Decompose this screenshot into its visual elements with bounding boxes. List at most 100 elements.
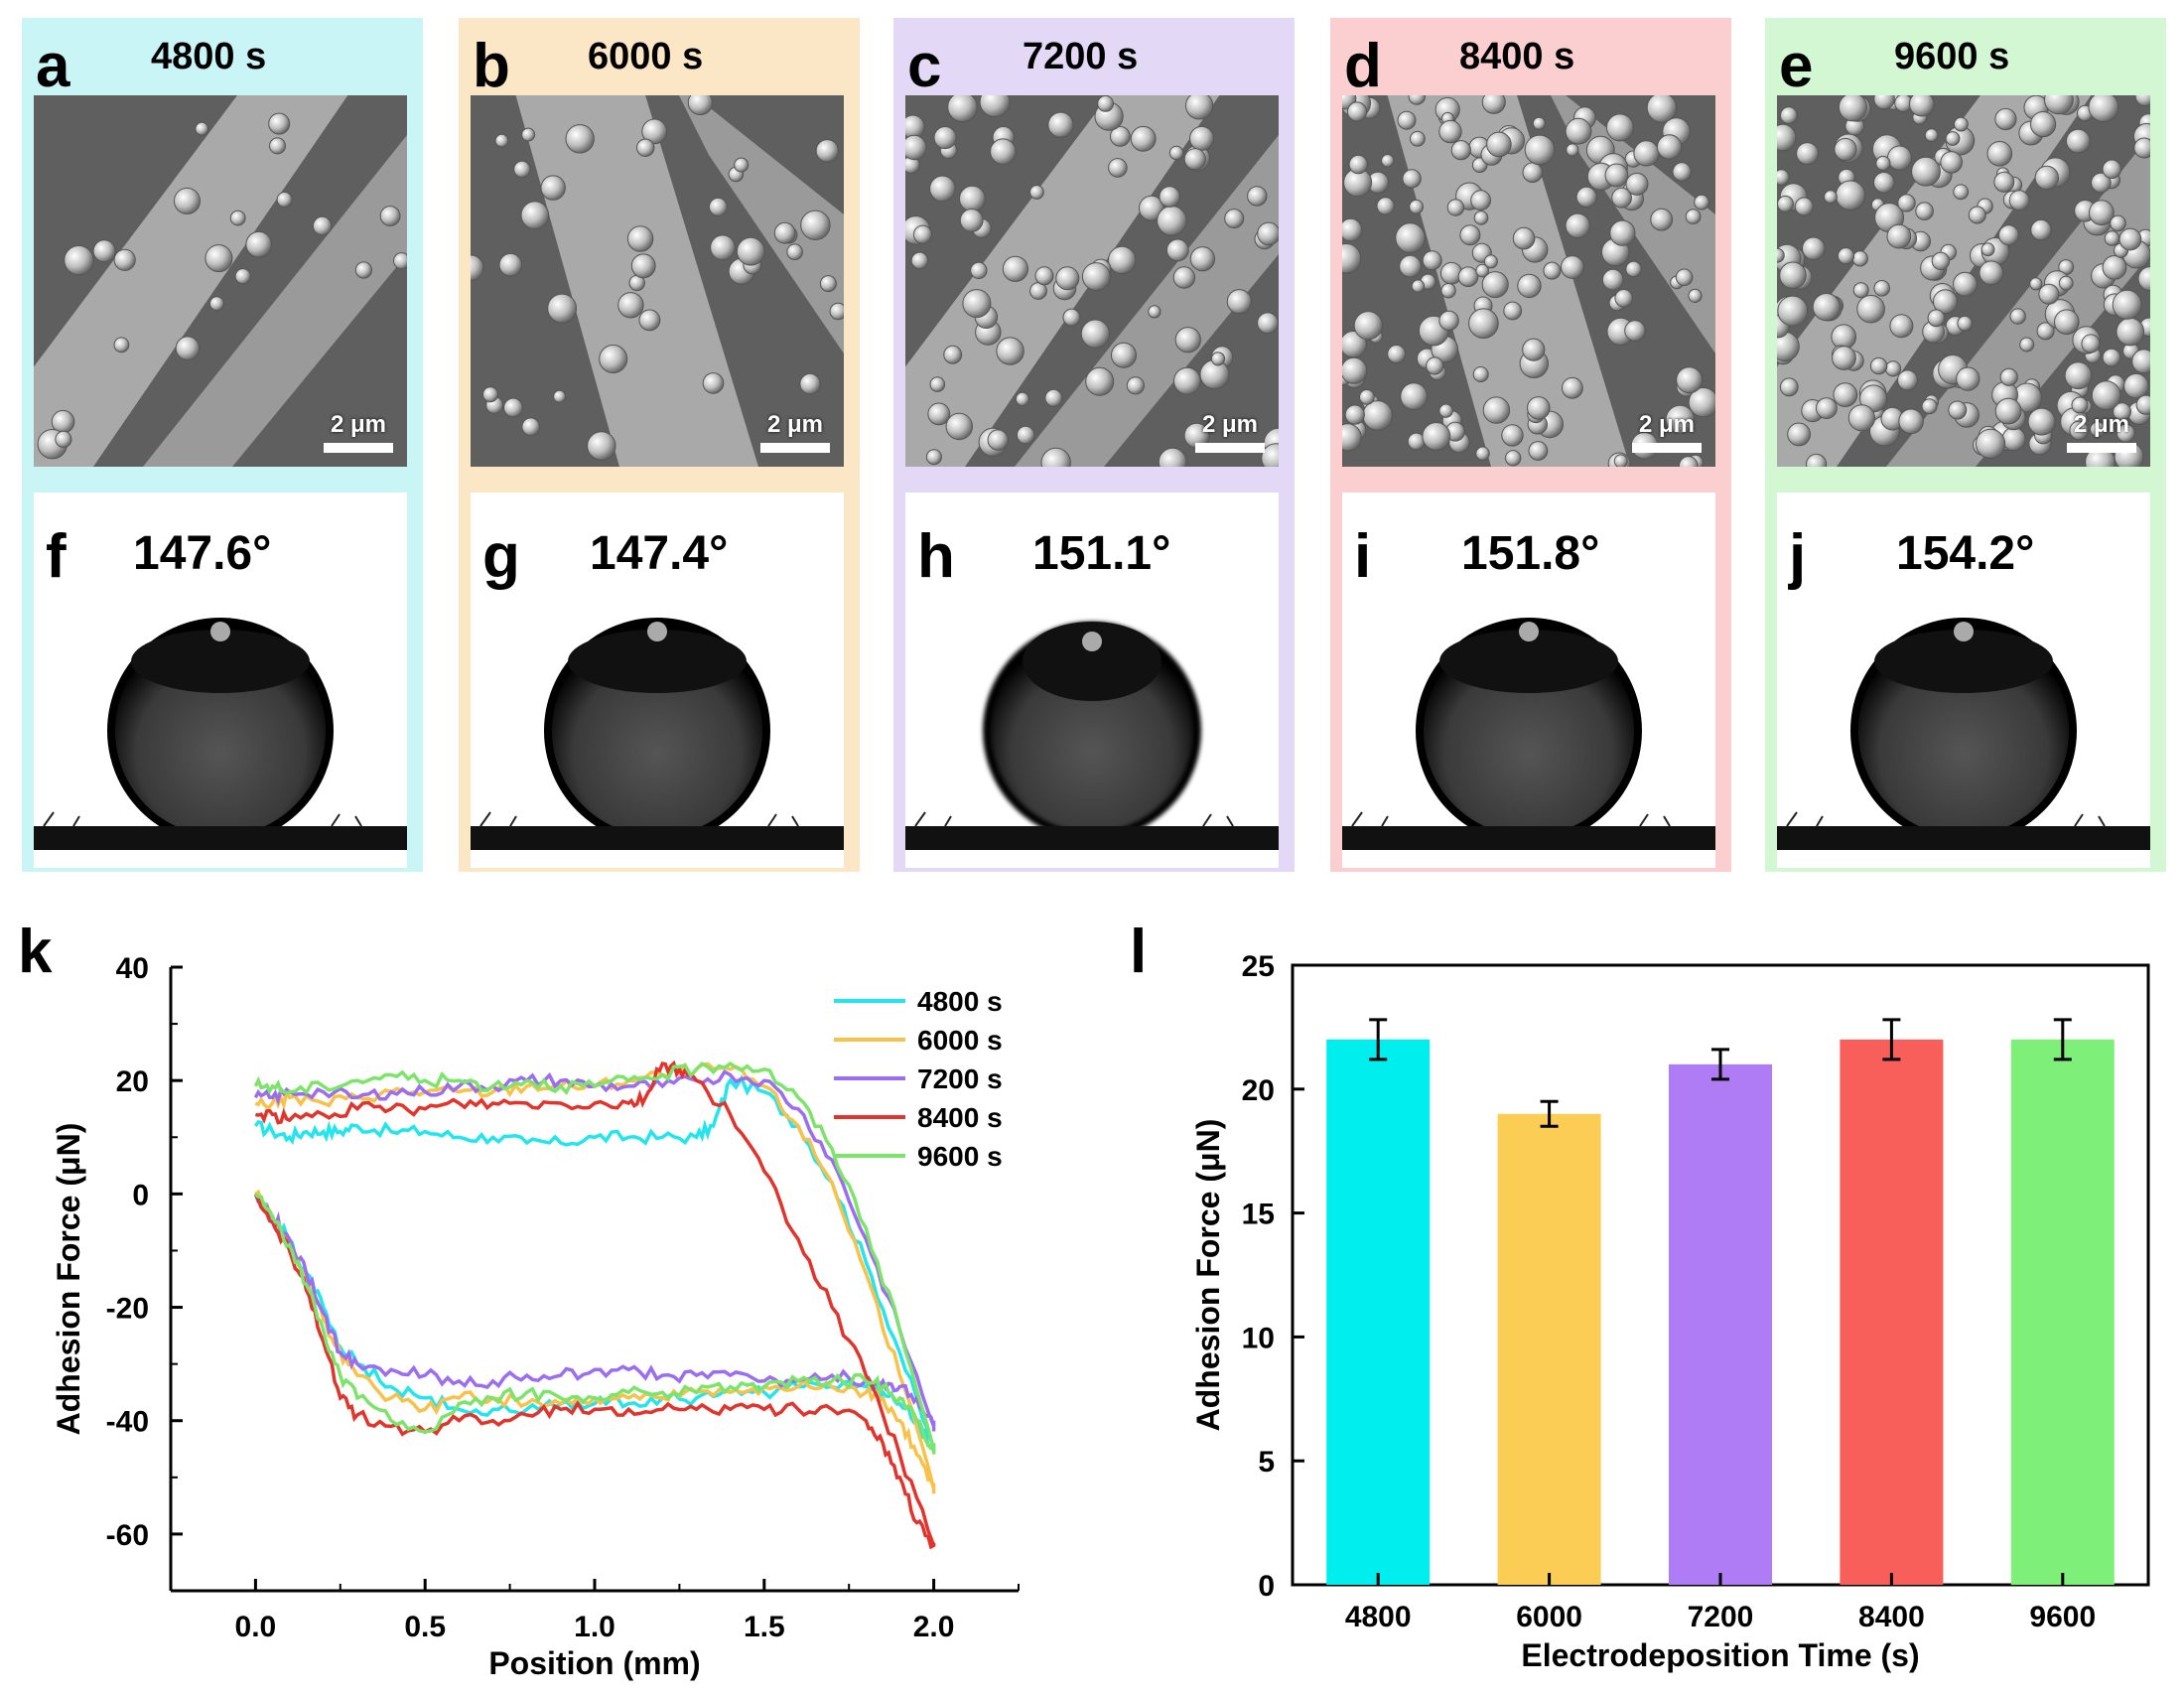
deposited-particle (1921, 398, 1938, 415)
y-tick-label: 5 (1258, 1446, 1275, 1479)
deposited-particle (1126, 376, 1145, 395)
deposited-particle (521, 127, 536, 142)
deposited-particle (2064, 361, 2093, 390)
panel-label-l: l (1130, 918, 1148, 986)
deposited-particle (494, 133, 509, 148)
deposited-particle (1954, 116, 1969, 132)
scale-bar-line (760, 443, 830, 453)
deposited-particle (565, 124, 595, 154)
deposited-particle (1481, 271, 1509, 299)
deposited-particle (1873, 95, 1895, 110)
deposited-particle (234, 268, 251, 285)
deposited-particle (268, 112, 291, 135)
scale-bar-line (1195, 443, 1265, 453)
deposited-particle (1148, 305, 1161, 319)
deposited-particle (1397, 110, 1417, 130)
deposited-particle (1625, 172, 1649, 196)
deposited-particle (245, 230, 272, 258)
deposited-particle (641, 118, 668, 145)
deposited-particle (1172, 266, 1196, 289)
deposited-particle (1173, 366, 1201, 395)
panel-column-b: b 6000 s 2 μm g 147.4° (459, 18, 860, 872)
y-tick-label: 10 (1242, 1322, 1275, 1354)
deposited-particle (786, 243, 803, 260)
deposited-particle (208, 296, 224, 312)
deposited-particle (1409, 199, 1424, 214)
deposited-particle (1130, 125, 1157, 152)
deposited-particle (2102, 255, 2127, 280)
deposited-particle (1994, 107, 2017, 131)
deposited-particle (979, 95, 1011, 118)
deposited-particle (1257, 312, 1279, 335)
deposited-particle (1897, 369, 1918, 391)
deposited-particle (1410, 130, 1426, 147)
scale-bar-line (2067, 443, 2136, 453)
deposited-particle (113, 337, 130, 354)
water-droplet-graphic (471, 618, 844, 850)
deposited-particle (962, 289, 992, 319)
deposited-particle (800, 210, 831, 241)
deposited-particle (354, 261, 372, 279)
deposited-particle (1189, 125, 1214, 151)
deposited-particle (1381, 154, 1395, 168)
deposited-particle (1611, 187, 1633, 209)
deposited-particle (708, 197, 728, 216)
deposited-particle (1816, 397, 1838, 420)
deposited-particle (638, 309, 661, 332)
deposited-particle (929, 175, 956, 203)
panel-letter: d (1344, 32, 1382, 100)
y-tick-label: 40 (116, 952, 149, 985)
deposited-particle (1605, 113, 1634, 142)
deposited-particle (1852, 282, 1869, 299)
deposited-particle (1446, 199, 1465, 216)
deposited-particle (1224, 209, 1245, 229)
deposited-particle (987, 429, 1009, 451)
deposited-particle (1856, 294, 1885, 324)
x-axis-title: Position (mm) (488, 1645, 700, 1681)
deposited-particle (1831, 324, 1856, 350)
scale-bar-line (1632, 443, 1702, 453)
y-tick-label: -20 (106, 1293, 149, 1326)
deposited-particle (943, 345, 963, 364)
deposited-particle (1933, 289, 1958, 315)
deposited-particle (1779, 377, 1799, 397)
deposited-particle (2104, 230, 2120, 246)
deposited-particle (1833, 382, 1858, 408)
deposited-particle (1097, 95, 1114, 112)
deposited-particle (626, 225, 654, 252)
legend-label: 9600 s (917, 1141, 1003, 1172)
y-axis-title: Adhesion Force (μN) (1190, 1119, 1226, 1432)
deposited-particle (1884, 360, 1902, 377)
deposited-particle (1999, 367, 2018, 386)
panel-letter: e (1779, 32, 1814, 100)
deposited-particle (1834, 137, 1857, 162)
panel-column-d: d 8400 s 2 μm i 151.8° (1330, 18, 1731, 872)
deposited-particle (925, 449, 942, 466)
deposited-particle (1055, 266, 1080, 291)
deposited-particle (945, 412, 973, 441)
scale-bar: 2 μm (760, 413, 830, 453)
panel-letter: a (36, 32, 70, 100)
deposited-particle (1047, 111, 1074, 138)
deposited-particle (1527, 396, 1551, 420)
deposited-particle (1614, 289, 1634, 308)
deposited-particle (990, 138, 1017, 166)
deposited-particle (1080, 319, 1110, 349)
deposition-time: 7200 s (1023, 36, 1139, 77)
x-tick-label: 1.5 (744, 1611, 785, 1643)
deposited-particle (1168, 145, 1184, 161)
panel-letter: c (907, 32, 942, 100)
deposited-particle (1422, 250, 1442, 271)
bar-8400 (1840, 1039, 1944, 1585)
deposited-particle (2019, 337, 2035, 353)
deposited-particle (2091, 380, 2121, 411)
y-tick-label: 15 (1242, 1199, 1275, 1231)
sem-image: 2 μm (34, 95, 407, 467)
deposited-particle (1633, 140, 1660, 167)
deposited-particle (1851, 250, 1868, 267)
deposited-particle (1346, 101, 1368, 122)
deposited-particle (547, 293, 577, 324)
deposited-particle (1575, 186, 1597, 209)
deposited-particle (1685, 209, 1702, 224)
deposited-particle (1517, 273, 1542, 299)
